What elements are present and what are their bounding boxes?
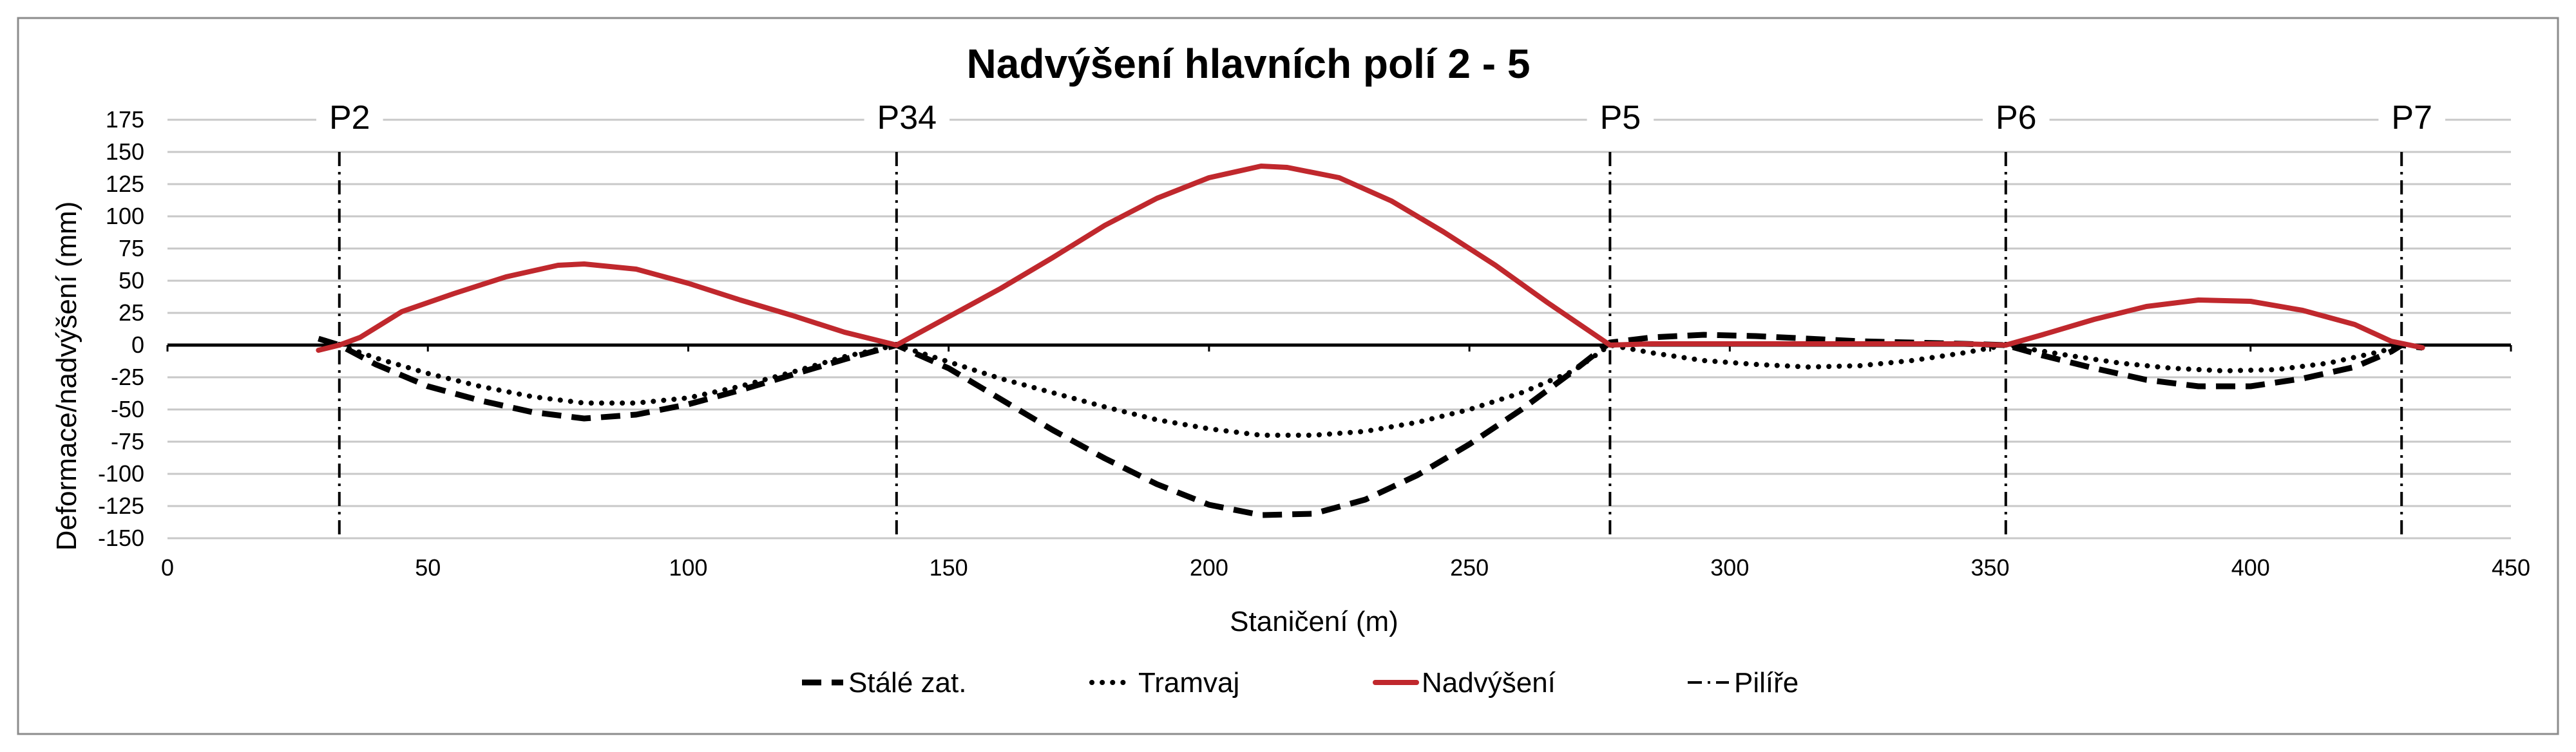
legend: Stálé zat. Tramvaj Nadvýšení Pilíře: [802, 667, 1798, 699]
pier-label: P6: [1996, 99, 2037, 136]
pier-label-background: [1587, 98, 1654, 138]
y-tick-label: 0: [131, 332, 144, 358]
legend-label: Nadvýšení: [1422, 667, 1556, 699]
y-tick-label: -25: [111, 364, 144, 390]
legend-label: Stálé zat.: [848, 667, 966, 699]
y-tick-label: 75: [119, 235, 144, 261]
y-axis-title: Deformace/nadvýšení (mm): [51, 202, 82, 551]
y-tick-label: 150: [106, 138, 144, 165]
y-tick-label: 25: [119, 299, 144, 326]
y-tick-label: -75: [111, 428, 144, 455]
x-tick-label: 300: [1710, 554, 1749, 581]
x-tick-label: 250: [1450, 554, 1489, 581]
y-tick-label: -125: [98, 493, 144, 519]
legend-label: Pilíře: [1734, 667, 1798, 699]
legend-label: Tramvaj: [1138, 667, 1239, 699]
pier-label: P5: [1600, 99, 1641, 136]
series-lines: [316, 164, 2425, 518]
y-tick-label: -50: [111, 396, 144, 422]
y-tick-label: 175: [106, 106, 144, 133]
pier-label: P34: [877, 99, 937, 136]
y-tick-label: 100: [106, 203, 144, 229]
pier-label-background: [864, 98, 950, 138]
chart-title: Nadvýšení hlavních polí 2 - 5: [967, 41, 1531, 87]
x-axis-title: Staničení (m): [1230, 606, 1398, 637]
pier-label: P2: [329, 99, 370, 136]
pier-label-background: [2378, 98, 2446, 138]
series-line-0: [318, 332, 2423, 518]
pier-label: P7: [2391, 99, 2432, 136]
y-tick-label: -100: [98, 460, 144, 487]
y-tick-label: 125: [106, 171, 144, 197]
x-tick-label: 450: [2492, 554, 2530, 581]
series-line-1: [336, 343, 2405, 438]
x-tick-label: 150: [930, 554, 968, 581]
y-tick-labels: 175 150 125 100 75 50 25 0 -25 -50 -75 -100 -125 -150: [98, 106, 144, 551]
y-tick-label: 50: [119, 267, 144, 294]
series-line-2: [316, 164, 2425, 353]
y-tick-label: -150: [98, 525, 144, 551]
x-tick-label: 200: [1190, 554, 1228, 581]
x-tick-labels: 0 50 100 150 200 250 300 350 400 450: [161, 345, 2530, 581]
pier-label-background: [316, 98, 383, 138]
x-tick-label: 0: [161, 554, 174, 581]
x-tick-label: 350: [1971, 554, 2010, 581]
pier-markers: P2 P34 P5 P6 P7: [316, 98, 2446, 538]
x-tick-label: 50: [415, 554, 441, 581]
pier-label-background: [1983, 98, 2050, 138]
x-tick-label: 100: [669, 554, 707, 581]
x-tick-label: 400: [2231, 554, 2270, 581]
